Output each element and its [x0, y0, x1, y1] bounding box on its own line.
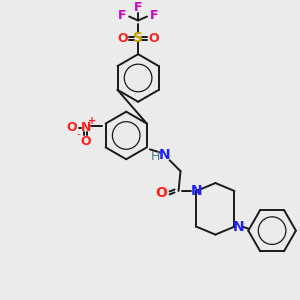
- Text: F: F: [150, 9, 158, 22]
- Text: O: O: [67, 121, 77, 134]
- Text: N: N: [81, 121, 91, 134]
- Text: N: N: [232, 220, 244, 234]
- Text: F: F: [134, 1, 142, 14]
- Text: H: H: [151, 150, 160, 163]
- Text: N: N: [190, 184, 202, 198]
- Text: O: O: [117, 32, 128, 45]
- Text: N: N: [159, 148, 170, 162]
- Text: S: S: [133, 31, 143, 45]
- Text: +: +: [88, 116, 96, 126]
- Text: O: O: [80, 135, 91, 148]
- Text: F: F: [118, 9, 127, 22]
- Text: -: -: [77, 130, 81, 140]
- Text: O: O: [149, 32, 159, 45]
- Text: O: O: [155, 186, 167, 200]
